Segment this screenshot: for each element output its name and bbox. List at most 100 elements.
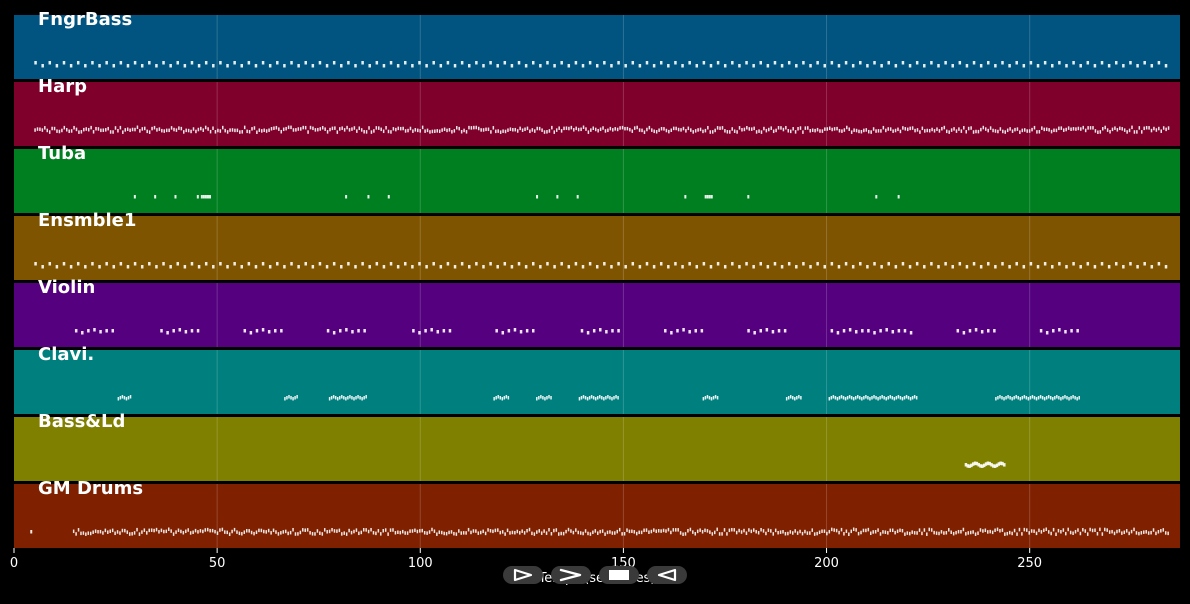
note xyxy=(863,396,865,400)
note xyxy=(531,262,535,266)
note xyxy=(1101,532,1104,536)
note xyxy=(351,396,353,400)
note xyxy=(487,127,490,132)
note xyxy=(382,64,386,68)
note xyxy=(69,265,73,269)
note xyxy=(1086,61,1090,65)
note xyxy=(1013,396,1015,400)
note xyxy=(832,395,835,399)
note xyxy=(780,265,784,269)
play-button[interactable] xyxy=(503,566,543,584)
note xyxy=(843,128,846,132)
note xyxy=(125,397,128,401)
note xyxy=(747,329,750,333)
note xyxy=(141,530,143,534)
note xyxy=(448,329,452,333)
note xyxy=(394,531,397,535)
note xyxy=(136,527,138,532)
note xyxy=(692,130,694,134)
stop-button[interactable] xyxy=(599,566,639,584)
note xyxy=(784,531,787,536)
note xyxy=(684,532,687,536)
note xyxy=(343,531,345,535)
note xyxy=(953,127,955,131)
note xyxy=(944,61,947,65)
note xyxy=(373,129,375,133)
note xyxy=(368,126,370,130)
note xyxy=(651,128,653,132)
note xyxy=(857,395,859,399)
note xyxy=(243,530,246,534)
note xyxy=(263,128,265,133)
note xyxy=(844,262,848,266)
next-button[interactable] xyxy=(551,566,591,584)
note xyxy=(185,128,187,133)
note xyxy=(587,130,590,134)
note xyxy=(56,129,58,133)
note xyxy=(873,331,876,335)
note xyxy=(63,125,66,130)
note xyxy=(380,532,382,536)
note xyxy=(838,396,841,400)
note xyxy=(592,530,594,535)
track-band xyxy=(14,82,1180,146)
note xyxy=(204,262,208,266)
note xyxy=(1051,265,1054,269)
note xyxy=(538,529,540,533)
note xyxy=(1001,262,1004,266)
note xyxy=(268,64,272,68)
note xyxy=(540,395,542,399)
note xyxy=(239,130,241,134)
note xyxy=(918,528,921,532)
note xyxy=(638,128,641,132)
note xyxy=(117,128,119,133)
note xyxy=(345,397,347,401)
note xyxy=(653,528,655,532)
note xyxy=(112,265,116,269)
note xyxy=(789,129,792,134)
note xyxy=(253,126,256,130)
note xyxy=(716,262,720,266)
track: Ensmble1 xyxy=(14,210,1180,280)
note xyxy=(838,128,841,133)
note xyxy=(1099,527,1101,532)
note xyxy=(1167,126,1170,130)
note xyxy=(706,195,709,199)
note xyxy=(926,532,928,536)
note xyxy=(416,529,419,534)
note xyxy=(148,262,151,266)
note xyxy=(1157,262,1161,266)
note xyxy=(297,532,299,536)
note xyxy=(180,529,182,534)
note xyxy=(1026,528,1028,532)
note xyxy=(361,61,364,65)
note xyxy=(605,396,607,400)
note xyxy=(185,529,187,534)
note xyxy=(551,125,553,130)
note xyxy=(553,130,556,134)
note xyxy=(708,396,711,400)
note xyxy=(752,64,755,68)
note xyxy=(318,61,322,65)
note xyxy=(577,127,580,132)
previous-button[interactable] xyxy=(647,566,687,584)
note xyxy=(833,127,836,131)
note xyxy=(133,531,136,535)
note xyxy=(948,130,950,134)
note xyxy=(202,529,204,534)
note xyxy=(646,127,648,132)
note xyxy=(887,396,889,400)
track-label: Tuba xyxy=(38,143,86,164)
note xyxy=(840,527,843,532)
note xyxy=(102,128,105,132)
note xyxy=(231,529,233,534)
note xyxy=(489,262,492,266)
note xyxy=(869,397,871,401)
note xyxy=(34,262,37,266)
note xyxy=(702,61,706,65)
note xyxy=(254,265,258,269)
note xyxy=(243,329,247,333)
note xyxy=(842,329,846,333)
note xyxy=(283,64,286,68)
note xyxy=(134,127,136,132)
